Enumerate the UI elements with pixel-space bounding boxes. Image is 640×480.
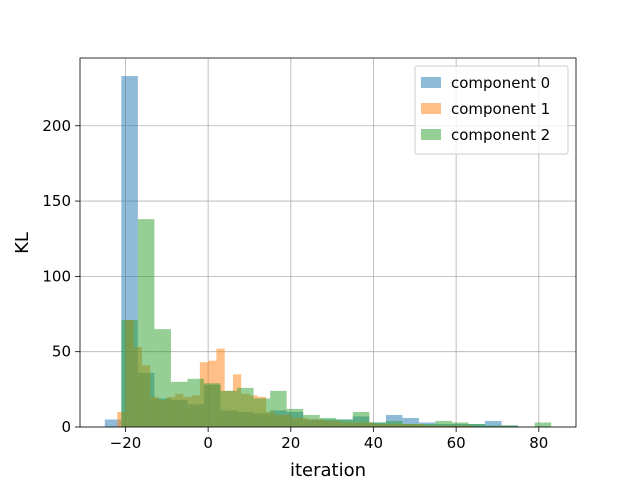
histogram-bar (435, 420, 452, 427)
x-tick-label: 20 (281, 434, 300, 452)
plot-frame (79, 57, 577, 428)
histogram-bar (187, 378, 204, 427)
histogram-bar (137, 219, 155, 427)
y-tick-label: 150 (42, 192, 71, 210)
histogram-bar (117, 411, 126, 427)
x-tick-label: 40 (364, 434, 383, 452)
histogram-bar (303, 414, 320, 427)
histogram-bar (402, 417, 419, 427)
histogram-bar (402, 423, 419, 427)
legend-swatch (421, 77, 441, 88)
y-tick-label: 100 (42, 267, 71, 285)
histogram-bar (270, 390, 287, 427)
x-tick-label: 80 (529, 434, 548, 452)
legend-label: component 0 (451, 74, 550, 92)
histogram-bar (286, 408, 304, 427)
legend-swatch (421, 129, 441, 140)
histogram-bar (418, 423, 436, 427)
y-tick-label: 0 (61, 418, 71, 436)
histogram-bar (104, 419, 122, 427)
histogram-bar (468, 423, 486, 427)
y-tick-label: 200 (42, 117, 71, 135)
histogram-bar (319, 417, 337, 427)
y-axis-ticks: 0 50 100 150 200 (42, 117, 80, 436)
histogram-bar (336, 419, 353, 427)
x-tick-label: 60 (447, 434, 466, 452)
x-tick-label: −20 (110, 434, 142, 452)
x-axis-label: iteration (290, 460, 366, 480)
legend-label: component 2 (451, 126, 550, 144)
histogram-bar (220, 390, 238, 427)
x-axis-ticks: −20 0 20 40 60 80 (110, 427, 548, 452)
legend-swatch (421, 103, 441, 114)
x-tick-label: 0 (203, 434, 213, 452)
histogram-bar (204, 383, 221, 427)
histogram-bar (501, 425, 519, 427)
histogram-bar (237, 387, 254, 427)
legend: component 0 component 1 component 2 (414, 65, 569, 155)
histogram-bar (452, 422, 469, 427)
histogram-bar (253, 398, 271, 427)
histogram-bar (170, 381, 188, 427)
histogram-bar (369, 422, 386, 427)
legend-label: component 1 (451, 100, 550, 118)
series-2-bars (121, 219, 552, 427)
histogram-bar (154, 329, 171, 427)
legend-box (414, 65, 569, 155)
y-tick-label: 50 (52, 343, 71, 361)
y-axis-label: KL (12, 232, 33, 254)
histogram-bar (385, 420, 403, 427)
histogram-bars (104, 76, 552, 427)
histogram-bar (485, 420, 502, 427)
histogram-bar (121, 320, 138, 427)
histogram-bar (352, 411, 370, 427)
histogram-bar (534, 422, 552, 427)
histogram-bar (485, 425, 502, 427)
